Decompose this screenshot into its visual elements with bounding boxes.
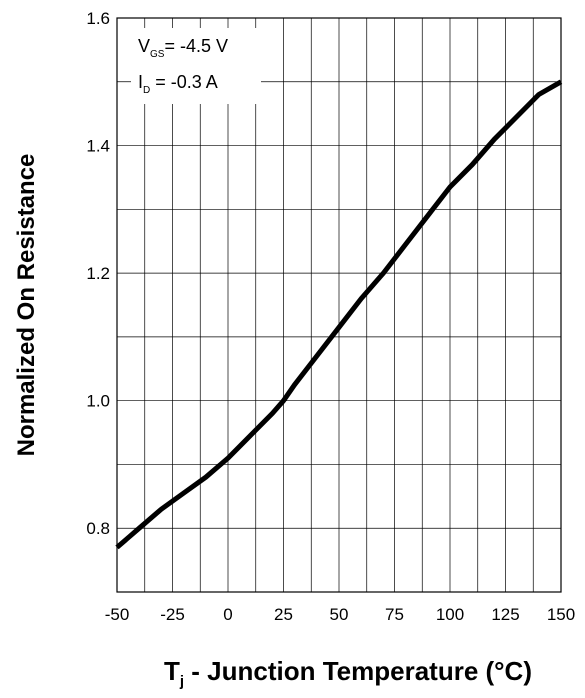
annotation-id-subscript: D: [143, 85, 150, 96]
annotation-vgs-symbol: V: [138, 36, 150, 56]
y-axis-label: Normalized On Resistance: [13, 154, 40, 457]
annotation-vgs-subscript: GS: [150, 49, 165, 60]
x-tick-label: 0: [223, 605, 232, 624]
x-tick-label: 125: [491, 605, 519, 624]
annotation-vgs: VGS= -4.5 V: [138, 36, 228, 60]
annotation-id-value: = -0.3 A: [150, 72, 218, 92]
x-axis-label-text: - Junction Temperature (°C): [184, 656, 532, 686]
plot-frame: [116, 17, 562, 593]
series-line: [115, 79, 563, 550]
y-tick-labels: 0.8 1.0 1.2 1.4 1.6: [86, 9, 110, 538]
y-tick-label: 1.4: [86, 137, 110, 156]
x-tick-label: 50: [330, 605, 349, 624]
grid: [117, 18, 561, 592]
annotation-id-symbol: I: [138, 72, 143, 92]
condition-annotation: VGS= -4.5 V ID = -0.3 A: [131, 28, 261, 104]
annotation-background: [131, 28, 261, 104]
y-tick-label: 1.0: [86, 392, 110, 411]
x-axis-label: Tj - Junction Temperature (°C): [164, 656, 532, 690]
x-tick-label: -50: [105, 605, 130, 624]
y-tick-label: 1.6: [86, 9, 110, 28]
x-axis-label-symbol: T: [164, 656, 180, 686]
y-tick-label: 1.2: [86, 264, 110, 283]
x-axis-label-subscript: j: [179, 673, 184, 690]
x-tick-label: -25: [160, 605, 185, 624]
x-tick-label: 100: [436, 605, 464, 624]
x-tick-labels: -50 -25 0 25 50 75 100 125 150: [105, 605, 575, 624]
annotation-id: ID = -0.3 A: [138, 72, 218, 96]
annotation-vgs-value: = -4.5 V: [164, 36, 228, 56]
x-tick-label: 150: [547, 605, 575, 624]
x-tick-label: 75: [385, 605, 404, 624]
x-tick-label: 25: [274, 605, 293, 624]
y-tick-label: 0.8: [86, 519, 110, 538]
